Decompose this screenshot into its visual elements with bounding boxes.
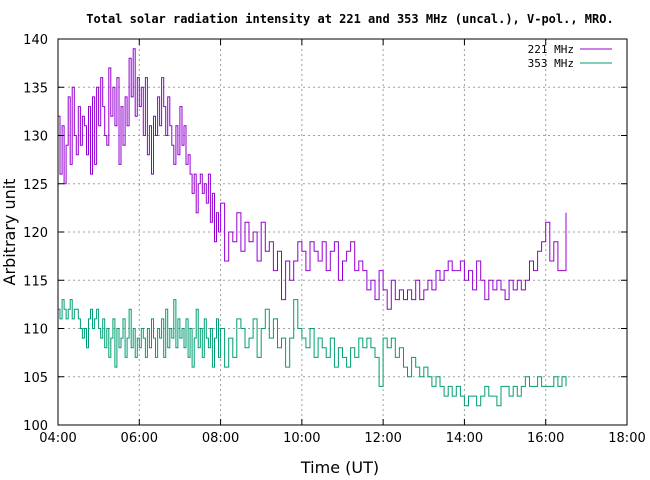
series-line-2 — [58, 299, 567, 407]
y-tick-label: 100 — [23, 419, 48, 434]
legend-label-2: 353 MHz — [528, 57, 574, 70]
y-tick-label: 140 — [23, 33, 48, 48]
series-layer — [58, 48, 567, 407]
x-tick-label: 12:00 — [364, 431, 401, 446]
y-tick-label: 125 — [23, 178, 48, 193]
legend-label-1: 221 MHz — [528, 43, 574, 56]
y-axis-label: Arbitrary unit — [0, 179, 19, 286]
ticks: 04:00 06:00 08:00 10:00 12:00 14:00 16:00 18:00… — [23, 33, 646, 446]
series-line-1 — [58, 48, 567, 310]
x-tick-label: 10:00 — [283, 431, 320, 446]
y-tick-label: 120 — [23, 226, 48, 241]
y-tick-label: 135 — [23, 81, 48, 96]
x-axis-label: Time (UT) — [300, 458, 379, 477]
y-tick-label: 110 — [23, 323, 48, 338]
chart-title: Total solar radiation intensity at 221 a… — [86, 12, 613, 26]
y-tick-label: 115 — [23, 274, 48, 289]
y-tick-label: 130 — [23, 130, 48, 145]
y-tick-label: 105 — [23, 371, 48, 386]
x-tick-label: 16:00 — [527, 431, 564, 446]
x-tick-label: 14:00 — [446, 431, 483, 446]
x-tick-label: 04:00 — [39, 431, 76, 446]
x-tick-label: 08:00 — [202, 431, 239, 446]
x-tick-label: 18:00 — [608, 431, 645, 446]
x-tick-label: 06:00 — [121, 431, 158, 446]
